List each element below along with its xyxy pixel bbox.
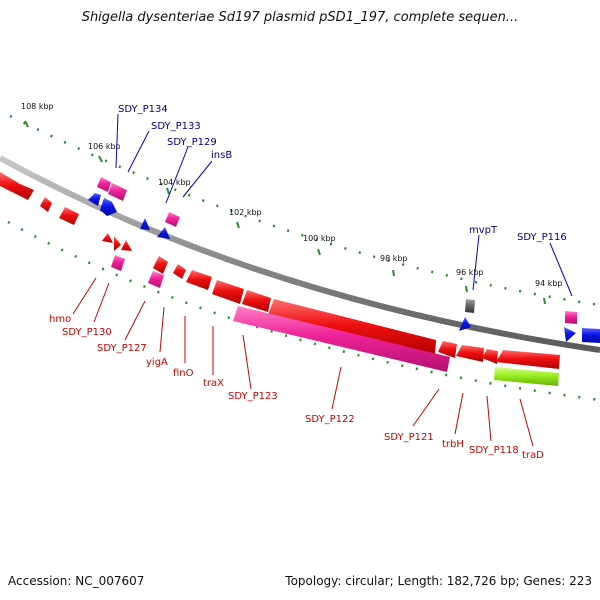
gene-feature[interactable] [40, 197, 52, 212]
map-title: Shigella dysenteriae Sd197 plasmid pSD1_… [81, 10, 519, 25]
gene-feature[interactable] [242, 290, 271, 312]
gene-feature[interactable] [59, 207, 79, 225]
tick-label-96: 96 kbp [456, 268, 484, 277]
forward-strand-genes [0, 172, 600, 343]
gene-feature[interactable] [140, 218, 150, 230]
gene-label-trad[interactable]: traD [522, 450, 544, 461]
major-tick-102 [236, 221, 240, 229]
tick-label-102: 102 kbp [229, 208, 262, 217]
tick-label-98: 98 kbp [380, 254, 408, 263]
gene-label-sdy-p129[interactable]: SDY_P129 [167, 137, 217, 148]
gene-feature[interactable] [0, 172, 34, 200]
gene-feature[interactable] [212, 280, 244, 304]
gene-feature[interactable] [157, 227, 170, 239]
gene-label-yiga[interactable]: yigA [146, 357, 168, 368]
gene-label-mvpt[interactable]: mvpT [469, 225, 498, 236]
gene-feature[interactable] [465, 299, 475, 313]
gene-feature[interactable] [108, 183, 127, 201]
gene-feature[interactable] [114, 236, 121, 251]
plasmid-backbone [0, 155, 600, 353]
gene-feature[interactable] [564, 327, 576, 342]
major-tick-94 [543, 297, 546, 305]
gene-feature[interactable] [494, 367, 559, 386]
gene-label-sdy-p130[interactable]: SDY_P130 [62, 327, 112, 338]
topology-label: Topology: circular; Length: 182,726 bp; … [285, 574, 592, 588]
gene-feature[interactable] [148, 271, 164, 288]
gene-label-sdy-p116[interactable]: SDY_P116 [517, 232, 567, 243]
gene-label-insb[interactable]: insB [211, 150, 232, 161]
gene-label-sdy-p133[interactable]: SDY_P133 [151, 121, 201, 132]
outer-tick-ring [9, 114, 600, 307]
tick-label-108: 108 kbp [21, 102, 54, 111]
major-tick-104 [166, 187, 170, 195]
major-tick-100 [317, 248, 321, 256]
gene-feature[interactable] [186, 270, 212, 290]
gene-label-sdy-p123[interactable]: SDY_P123 [228, 391, 278, 402]
top-leader-lines [115, 113, 573, 297]
gene-feature[interactable] [88, 193, 101, 206]
gene-feature[interactable] [268, 299, 436, 356]
major-tick-96 [465, 285, 468, 293]
gene-feature[interactable] [153, 256, 168, 274]
gene-feature[interactable] [233, 306, 450, 372]
gene-label-trbh[interactable]: trbH [442, 439, 464, 450]
gene-feature[interactable] [97, 177, 111, 192]
gene-feature[interactable] [173, 264, 186, 279]
gene-feature[interactable] [100, 198, 117, 216]
major-tick-106 [98, 155, 103, 163]
gene-label-sdy-p122[interactable]: SDY_P122 [305, 414, 355, 425]
major-tick-108 [24, 120, 29, 128]
gene-label-fino[interactable]: finO [173, 368, 194, 379]
gene-feature[interactable] [102, 233, 113, 243]
gene-feature[interactable] [565, 311, 577, 324]
gene-feature[interactable] [165, 212, 180, 227]
gene-label-sdy-p118[interactable]: SDY_P118 [469, 445, 519, 456]
accession-label: Accession: NC_007607 [8, 574, 145, 588]
gene-feature[interactable] [111, 255, 125, 271]
gene-label-sdy-p127[interactable]: SDY_P127 [97, 343, 147, 354]
gene-label-hmo[interactable]: hmo [49, 314, 71, 325]
gene-feature[interactable] [482, 349, 498, 364]
gene-feature[interactable] [582, 328, 600, 343]
gene-label-sdy-p134[interactable]: SDY_P134 [118, 104, 168, 115]
reverse-strand-genes [40, 197, 560, 386]
bottom-leader-lines [72, 277, 534, 447]
major-tick-98 [392, 269, 395, 277]
gene-label-sdy-p121[interactable]: SDY_P121 [384, 432, 434, 443]
gene-feature[interactable] [496, 350, 560, 369]
tick-label-94: 94 kbp [535, 279, 563, 288]
gene-label-trax[interactable]: traX [203, 378, 224, 389]
gene-feature[interactable] [459, 317, 471, 331]
gene-feature[interactable] [438, 341, 457, 358]
tick-label-106: 106 kbp [88, 142, 121, 151]
gene-feature[interactable] [121, 240, 132, 251]
gene-feature[interactable] [456, 345, 484, 362]
tick-label-100: 100 kbp [303, 234, 336, 243]
